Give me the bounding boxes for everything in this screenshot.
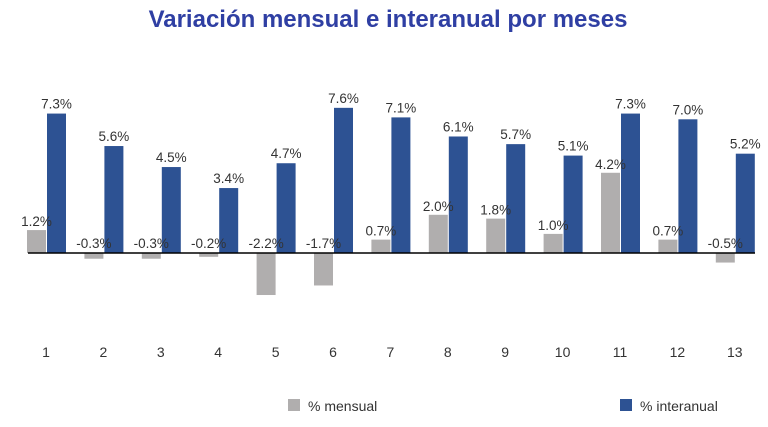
bar-mensual-12 (658, 239, 678, 253)
data-label-mensual-7: 0.7% (366, 224, 397, 239)
bar-mensual-1 (27, 230, 46, 253)
data-label-mensual-9: 1.8% (480, 203, 511, 218)
data-label-interanual-2: 5.6% (99, 129, 130, 144)
legend-swatch-mensual (288, 399, 300, 411)
bar-mensual-13 (715, 253, 735, 263)
x-tick-labels: 1 2 3 4 5 6 7 8 9 10 11 12 13 (42, 344, 743, 360)
bar-mensual-9 (486, 218, 506, 253)
data-label-interanual-12: 7.0% (673, 102, 704, 117)
x-tick-label-11: 11 (613, 344, 628, 360)
data-label-interanual-10: 5.1% (558, 139, 589, 154)
x-tick-label-10: 10 (555, 344, 571, 360)
bar-interanual-6 (334, 107, 353, 253)
legend: % mensual % interanual (288, 398, 718, 414)
bar-mensual-10 (543, 233, 563, 253)
data-label-interanual-3: 4.5% (156, 150, 187, 165)
bar-interanual-12 (678, 119, 698, 253)
legend-label-interanual: % interanual (640, 398, 718, 414)
data-label-mensual-13: -0.5% (708, 236, 743, 251)
data-label-interanual-1: 7.3% (41, 97, 72, 112)
data-label-interanual-7: 7.1% (386, 100, 417, 115)
data-label-mensual-4: -0.2% (191, 236, 226, 251)
data-label-mensual-3: -0.3% (134, 236, 169, 251)
data-label-interanual-13: 5.2% (730, 137, 761, 152)
bar-interanual-11 (621, 113, 640, 253)
data-label-mensual-6: -1.7% (306, 236, 341, 251)
data-label-mensual-10: 1.0% (538, 218, 569, 233)
data-label-interanual-5: 4.7% (271, 146, 302, 161)
bar-mensual-2 (84, 253, 104, 259)
bar-mensual-4 (199, 253, 219, 257)
bar-interanual-5 (276, 163, 296, 253)
data-label-interanual-11: 7.3% (615, 97, 646, 112)
x-tick-label-9: 9 (501, 344, 509, 360)
data-label-interanual-9: 5.7% (500, 127, 531, 142)
data-labels-layer: 1.2% 7.3% -0.3% 5.6% -0.3% 4.5% -0.2% 3.4% -2.2%… (21, 91, 761, 251)
legend-swatch-interanual (620, 399, 632, 411)
x-tick-label-4: 4 (214, 344, 222, 360)
data-label-mensual-5: -2.2% (248, 236, 283, 251)
bar-mensual-5 (256, 253, 276, 296)
bars-layer (27, 107, 755, 296)
data-label-mensual-8: 2.0% (423, 199, 454, 214)
x-tick-label-5: 5 (272, 344, 280, 360)
bar-mensual-6 (314, 253, 333, 286)
data-label-mensual-2: -0.3% (76, 236, 111, 251)
x-tick-label-13: 13 (727, 344, 743, 360)
x-tick-label-8: 8 (444, 344, 452, 360)
data-label-mensual-11: 4.2% (595, 157, 626, 172)
bar-interanual-3 (161, 167, 181, 253)
x-tick-label-1: 1 (42, 344, 50, 360)
bar-interanual-8 (448, 136, 468, 253)
bar-interanual-1 (47, 113, 66, 253)
bar-mensual-8 (428, 214, 448, 253)
bar-interanual-2 (104, 146, 124, 253)
bar-mensual-7 (371, 239, 391, 253)
x-tick-label-12: 12 (670, 344, 686, 360)
chart-title: Variación mensual e interanual por meses (149, 6, 628, 33)
data-label-interanual-4: 3.4% (213, 171, 244, 186)
legend-label-mensual: % mensual (308, 398, 377, 414)
x-tick-label-6: 6 (329, 344, 337, 360)
x-tick-label-3: 3 (157, 344, 165, 360)
x-tick-label-2: 2 (100, 344, 108, 360)
data-label-interanual-8: 6.1% (443, 119, 474, 134)
bar-interanual-9 (506, 144, 526, 253)
bar-interanual-13 (735, 153, 755, 253)
bar-mensual-3 (141, 253, 161, 259)
bar-interanual-4 (219, 188, 239, 253)
data-label-mensual-12: 0.7% (653, 224, 684, 239)
data-label-mensual-1: 1.2% (21, 214, 52, 229)
bar-mensual-11 (601, 172, 620, 253)
x-tick-label-7: 7 (387, 344, 395, 360)
bar-interanual-7 (391, 117, 411, 253)
data-label-interanual-6: 7.6% (328, 91, 359, 106)
bar-interanual-10 (563, 155, 583, 253)
